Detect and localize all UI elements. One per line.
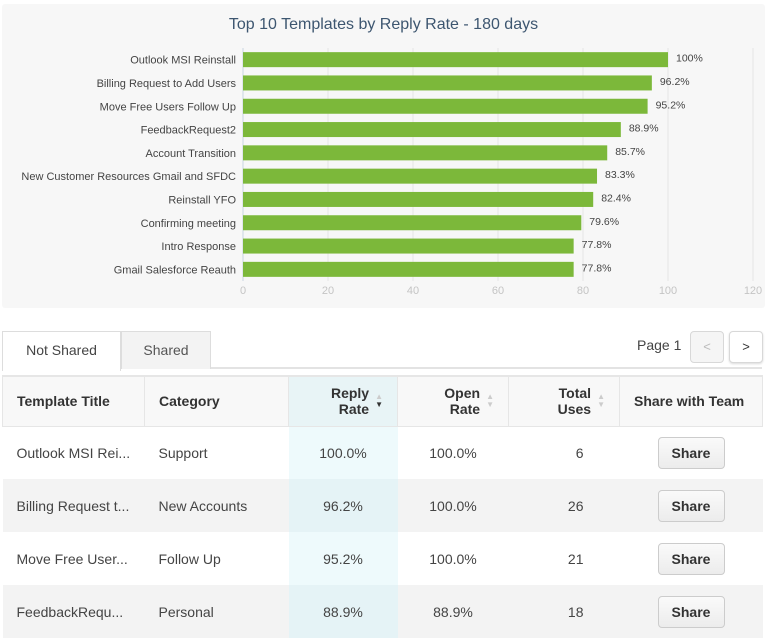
next-page-button[interactable]: >	[729, 331, 763, 363]
cell-reply-rate: 88.9%	[288, 585, 398, 638]
category-label: Reinstall YFO	[168, 194, 236, 206]
header-template-title[interactable]: Template Title	[2, 375, 145, 427]
cell-open-rate: 88.9%	[397, 585, 509, 638]
cell-reply-rate: 100.0%	[288, 426, 398, 479]
table-row: Outlook MSI Rei... Support 100.0% 100.0%…	[3, 426, 763, 479]
header-total-uses-line2: Uses	[557, 401, 592, 418]
bar	[243, 238, 574, 254]
cell-total-uses: 18	[508, 585, 620, 638]
data-label: 100%	[676, 53, 703, 65]
table-row: Billing Request t... New Accounts 96.2% …	[2, 479, 763, 532]
bar	[243, 52, 668, 68]
cell-open-rate: 100.0%	[397, 479, 509, 532]
bar-chart: 0 20 40 60 80 100 120 Outlook MSI Reinstall 100%…	[21, 48, 762, 297]
data-label: 83.3%	[605, 169, 635, 181]
cell-category: Support	[158, 444, 208, 461]
cell-template-title[interactable]: Billing Request t...	[2, 479, 145, 532]
header-category[interactable]: Category	[144, 375, 289, 427]
header-share-with-team: Share with Team	[619, 375, 763, 427]
share-button[interactable]: Share	[657, 489, 725, 522]
cell-reply-rate: 96.2%	[288, 479, 398, 532]
data-label: 77.8%	[582, 239, 612, 251]
cell-share: Share	[620, 532, 763, 585]
cell-share: Share	[620, 426, 763, 479]
sort-icon: ▲ ▼	[486, 392, 494, 410]
bar	[243, 261, 574, 277]
category-label: FeedbackRequest2	[141, 125, 236, 137]
sort-desc-icon: ▲ ▼	[375, 392, 383, 410]
header-total-uses-line1: Total	[558, 385, 592, 402]
category-label: Outlook MSI Reinstall	[130, 55, 236, 67]
category-label: New Customer Resources Gmail and SFDC	[21, 171, 236, 183]
cell-open-rate: 100.0%	[429, 550, 477, 567]
data-label: 96.2%	[660, 76, 690, 88]
x-tick-label: 100	[659, 285, 677, 297]
bar	[243, 215, 582, 231]
data-label: 85.7%	[615, 146, 645, 158]
header-reply-rate-line1: Reply	[330, 385, 370, 402]
header-open-rate-line2: Rate	[449, 401, 481, 418]
cell-total-uses: 6	[575, 444, 584, 461]
x-tick-label: 0	[240, 285, 246, 297]
category-label: Confirming meeting	[141, 218, 236, 230]
data-label: 95.2%	[656, 99, 686, 111]
cell-template-title[interactable]: Move Free User...	[16, 550, 128, 567]
x-tick-label: 60	[492, 285, 504, 297]
table-row: FeedbackRequ... Personal 88.9% 88.9% 18 …	[2, 585, 763, 638]
cell-reply-rate: 95.2%	[288, 532, 398, 585]
header-reply-rate[interactable]: Reply Rate ▲ ▼	[288, 375, 398, 427]
category-label: Intro Response	[161, 241, 236, 253]
cell-share: Share	[619, 479, 763, 532]
x-tick-label: 80	[577, 285, 589, 297]
data-label: 79.6%	[589, 216, 619, 228]
tab-shared[interactable]: Shared	[121, 331, 211, 369]
tab-not-shared[interactable]: Not Shared	[2, 331, 121, 371]
header-reply-rate-line2: Rate	[338, 401, 370, 418]
data-label: 77.8%	[582, 262, 612, 274]
tab-bar: Not Shared Shared	[2, 331, 762, 371]
chart-panel: 0 20 40 60 80 100 120 Outlook MSI Reinstall 100%…	[2, 4, 765, 308]
prev-page-button[interactable]: <	[690, 331, 724, 363]
category-label: Gmail Salesforce Reauth	[114, 264, 236, 276]
x-tick-label: 120	[744, 285, 762, 297]
bar	[243, 191, 594, 207]
cell-template-title[interactable]: FeedbackRequ...	[2, 585, 145, 638]
data-label: 88.9%	[629, 123, 659, 135]
bar	[243, 145, 608, 161]
chart-title: Top 10 Templates by Reply Rate - 180 day…	[228, 16, 539, 33]
bar	[243, 168, 598, 184]
table-row: Move Free User... Follow Up 95.2% 100.0%…	[3, 532, 763, 585]
share-button[interactable]: Share	[657, 436, 725, 469]
page-indicator: Page 1	[637, 337, 682, 353]
cell-category: New Accounts	[144, 479, 289, 532]
category-label: Move Free Users Follow Up	[100, 101, 236, 113]
templates-table: Template Title Category Reply Rate▲ ▼ Open…	[2, 375, 763, 638]
sort-icon: ▲ ▼	[597, 392, 605, 410]
bar	[243, 122, 621, 138]
cell-total-uses: 26	[508, 479, 620, 532]
share-button[interactable]: Share	[657, 542, 725, 575]
cell-total-uses: 21	[567, 550, 584, 567]
cell-category: Follow Up	[158, 550, 221, 567]
share-button[interactable]: Share	[657, 595, 725, 628]
data-label: 82.4%	[601, 192, 631, 204]
table-header-row: Template Title Category Reply Rate▲ ▼ Open…	[2, 375, 763, 427]
category-label: Billing Request to Add Users	[97, 78, 237, 90]
x-tick-label: 40	[407, 285, 419, 297]
bar	[243, 75, 652, 91]
header-open-rate-line1: Open	[444, 385, 481, 402]
header-open-rate[interactable]: Open Rate ▲ ▼	[397, 375, 509, 427]
cell-share: Share	[619, 585, 763, 638]
cell-category: Personal	[144, 585, 289, 638]
cell-template-title[interactable]: Outlook MSI Rei...	[16, 444, 131, 461]
header-total-uses[interactable]: Total Uses ▲ ▼	[508, 375, 620, 427]
x-tick-label: 20	[322, 285, 334, 297]
bar	[243, 98, 648, 114]
cell-open-rate: 100.0%	[429, 444, 477, 461]
category-label: Account Transition	[146, 148, 237, 160]
